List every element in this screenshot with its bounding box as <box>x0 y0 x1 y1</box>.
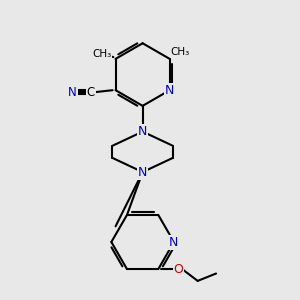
Text: CH₃: CH₃ <box>170 47 190 57</box>
Text: CH₃: CH₃ <box>92 50 111 59</box>
Text: N: N <box>165 84 174 97</box>
Text: N: N <box>138 166 147 178</box>
Text: N: N <box>138 125 147 138</box>
Text: C: C <box>87 85 95 98</box>
Text: O: O <box>174 262 184 276</box>
Text: N: N <box>68 85 77 98</box>
Text: N: N <box>169 236 178 248</box>
